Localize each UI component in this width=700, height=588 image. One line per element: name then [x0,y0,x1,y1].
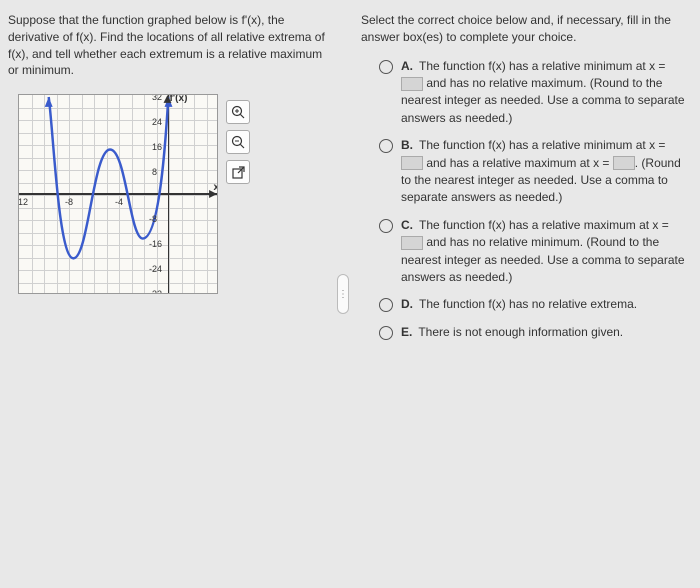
radio-d[interactable] [379,298,393,312]
divider-handle[interactable]: ⋮ [337,274,349,314]
choice-c-letter: C. [401,218,413,232]
instruction-text: Select the correct choice below and, if … [361,12,688,46]
choice-b-blank1[interactable] [401,156,423,170]
choice-c-blank[interactable] [401,236,423,250]
options: A. The function f(x) has a relative minim… [361,58,688,341]
choice-b-letter: B. [401,138,413,152]
graph-plot: f'(x) x -12-8-43224168-8-16-24-32 [18,94,218,294]
zoom-out-icon[interactable] [226,130,250,154]
zoom-in-icon[interactable] [226,100,250,124]
choice-e[interactable]: E. There is not enough information given. [379,324,688,341]
choice-d-letter: D. [401,297,413,311]
graph-tools [226,100,250,184]
radio-a[interactable] [379,60,393,74]
choice-e-letter: E. [401,325,412,339]
radio-e[interactable] [379,326,393,340]
radio-b[interactable] [379,139,393,153]
popout-icon[interactable] [226,160,250,184]
choice-a-blank[interactable] [401,77,423,91]
choice-a-post: and has no relative maximum. (Round to t… [401,76,685,125]
choice-d-text: The function f(x) has no relative extrem… [419,297,637,311]
choice-d[interactable]: D. The function f(x) has no relative extr… [379,296,688,313]
question-text: Suppose that the function graphed below … [8,12,333,79]
choice-b-pre1: The function f(x) has a relative minimum… [419,138,665,152]
choice-a[interactable]: A. The function f(x) has a relative minim… [379,58,688,128]
radio-c[interactable] [379,219,393,233]
choice-b-mid: and has a relative maximum at x = [423,156,613,170]
choice-a-letter: A. [401,59,413,73]
choice-c-post: and has no relative minimum. (Round to t… [401,235,685,284]
choice-b[interactable]: B. The function f(x) has a relative minim… [379,137,688,207]
curve-svg [19,95,217,293]
graph-area: f'(x) x -12-8-43224168-8-16-24-32 [18,94,333,294]
choice-b-blank2[interactable] [613,156,635,170]
choice-c[interactable]: C. The function f(x) has a relative maxim… [379,217,688,287]
choice-c-pre: The function f(x) has a relative maximum… [419,218,669,232]
choice-a-pre: The function f(x) has a relative minimum… [419,59,665,73]
choice-e-text: There is not enough information given. [418,325,623,339]
